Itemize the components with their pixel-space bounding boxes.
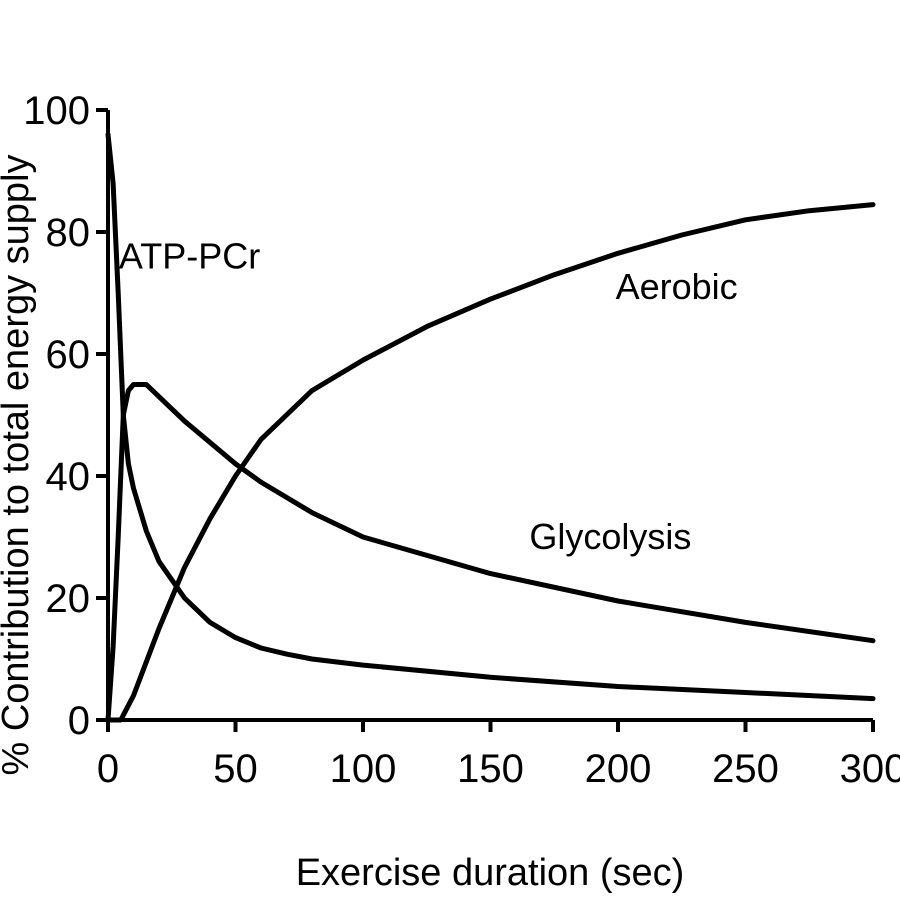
- y-tick-label: 40: [46, 455, 91, 499]
- series-line-aerobic: [105, 202, 876, 723]
- y-tick-label: 60: [46, 333, 91, 377]
- series-group: [105, 131, 876, 723]
- annotations: ATP-PCr Aerobic Glycolysis: [119, 235, 738, 557]
- y-tick-label: 100: [23, 89, 90, 133]
- axes: 0 20 40 60 80 100 0 50 100 150 200 250 300: [23, 89, 900, 791]
- y-tick-label: 0: [68, 699, 90, 743]
- x-tick-label: 250: [712, 747, 779, 791]
- x-tick-label: 100: [330, 747, 397, 791]
- x-tick-label: 0: [97, 747, 119, 791]
- x-tick-label: 50: [213, 747, 258, 791]
- series-line-glycolysis: [105, 382, 876, 723]
- y-tick-label: 20: [46, 577, 91, 621]
- y-axis-title: % Contribution to total energy supply: [0, 154, 37, 775]
- x-tick-label: 200: [585, 747, 652, 791]
- x-tick-label: 300: [840, 747, 900, 791]
- y-tick-label: 80: [46, 211, 91, 255]
- series-label-aerobic: Aerobic: [616, 266, 738, 307]
- x-tick-label: 150: [457, 747, 524, 791]
- series-label-atp-pcr: ATP-PCr: [119, 235, 260, 276]
- x-axis-title: Exercise duration (sec): [296, 852, 685, 894]
- series-label-glycolysis: Glycolysis: [529, 516, 691, 557]
